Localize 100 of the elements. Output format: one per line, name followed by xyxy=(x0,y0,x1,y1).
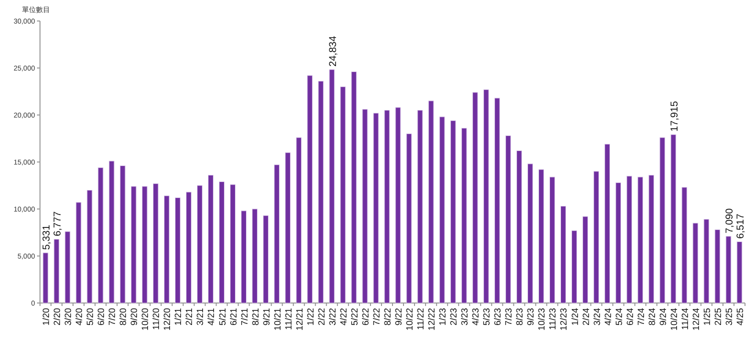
x-tick-label: 2/24 xyxy=(580,308,591,326)
bar xyxy=(274,164,280,304)
x-tick-label: 8/23 xyxy=(514,308,525,326)
bar xyxy=(329,69,335,304)
x-tick-label: 12/22 xyxy=(426,308,437,331)
data-label: 6,777 xyxy=(52,210,64,236)
x-tick-label: 1/25 xyxy=(702,308,712,326)
x-tick-label: 5/24 xyxy=(614,308,624,326)
x-tick-label: 2/22 xyxy=(316,308,326,326)
x-tick-label: 9/20 xyxy=(129,308,140,326)
bar xyxy=(351,72,357,304)
bar xyxy=(285,152,291,304)
x-tick-label: 1/22 xyxy=(305,308,316,326)
x-tick-label: 12/23 xyxy=(558,308,569,331)
data-label: 24,834 xyxy=(328,36,339,67)
data-label: 17,915 xyxy=(669,100,680,132)
bar xyxy=(505,135,511,304)
x-tick-label: 4/21 xyxy=(206,308,216,326)
x-tick-label: 3/22 xyxy=(327,308,338,326)
x-tick-label: 11/23 xyxy=(548,308,558,330)
x-tick-label: 3/23 xyxy=(460,308,470,326)
x-tick-label: 8/24 xyxy=(646,308,657,326)
x-tick-label: 3/20 xyxy=(63,308,74,326)
x-tick-label: 7/21 xyxy=(239,308,250,326)
bar xyxy=(362,109,368,304)
x-tick-label: 6/20 xyxy=(96,308,106,326)
bar xyxy=(263,215,269,304)
x-tick-label: 9/24 xyxy=(658,308,668,326)
x-tick-label: 6/21 xyxy=(228,308,238,326)
bar xyxy=(230,184,236,304)
x-tick-label: 2/23 xyxy=(448,308,459,326)
x-tick-label: 9/22 xyxy=(394,308,404,326)
x-tick-label: 7/22 xyxy=(371,308,382,326)
bar xyxy=(174,197,180,304)
bar xyxy=(660,137,666,304)
x-tick-label: 9/21 xyxy=(261,308,272,326)
x-tick-label: 1/20 xyxy=(41,308,52,326)
x-tick-label: 6/24 xyxy=(624,308,635,326)
x-tick-label: 8/20 xyxy=(118,308,128,326)
bar xyxy=(219,181,224,304)
bar xyxy=(550,176,555,304)
bar xyxy=(318,80,324,304)
bar xyxy=(64,231,70,304)
x-tick-label: 4/23 xyxy=(470,308,481,326)
bar xyxy=(384,110,390,304)
x-tick-label: 11/21 xyxy=(283,308,294,330)
bar xyxy=(296,137,302,304)
bar xyxy=(417,110,423,304)
bar xyxy=(714,229,720,304)
bar xyxy=(76,202,82,304)
bar xyxy=(307,75,313,304)
x-tick-label: 5/23 xyxy=(482,308,492,326)
bar xyxy=(704,219,710,304)
x-tick-label: 4/22 xyxy=(338,308,348,326)
x-tick-label: 2/20 xyxy=(52,308,62,326)
x-tick-label: 9/23 xyxy=(526,308,536,326)
bar xyxy=(616,182,622,304)
x-tick-label: 4/25 xyxy=(734,308,745,326)
x-tick-label: 4/24 xyxy=(602,308,613,326)
x-tick-label: 5/20 xyxy=(85,308,96,326)
bar xyxy=(42,252,48,304)
bar xyxy=(406,134,412,304)
x-tick-label: 11/22 xyxy=(416,308,426,330)
bar xyxy=(186,192,192,304)
bar xyxy=(252,208,258,304)
x-tick-label: 1/24 xyxy=(570,308,580,326)
x-tick-label: 10/21 xyxy=(272,308,282,331)
bar xyxy=(604,144,610,304)
bar xyxy=(648,174,654,304)
bar xyxy=(98,167,104,304)
bar xyxy=(208,174,214,304)
bar xyxy=(54,239,60,304)
bar xyxy=(197,185,202,304)
x-tick-label: 10/20 xyxy=(140,308,150,331)
bar xyxy=(692,222,698,304)
bar xyxy=(572,230,577,304)
bar xyxy=(439,116,445,304)
bar xyxy=(340,86,346,304)
x-tick-label: 12/21 xyxy=(294,308,304,331)
x-tick-label: 2/21 xyxy=(184,308,194,326)
bar xyxy=(152,183,158,304)
x-tick-label: 10/22 xyxy=(404,308,415,331)
bar xyxy=(142,186,148,304)
bar xyxy=(582,216,588,304)
x-tick-label: 8/22 xyxy=(382,308,392,326)
data-label: 7,090 xyxy=(724,208,736,234)
x-tick-label: 1/21 xyxy=(173,308,184,326)
x-tick-label: 12/20 xyxy=(162,308,172,331)
x-tick-label: 8/21 xyxy=(250,308,260,326)
x-tick-label: 12/24 xyxy=(690,308,701,331)
x-tick-label: 3/24 xyxy=(592,308,602,326)
x-tick-label: 3/21 xyxy=(195,308,206,326)
bar xyxy=(626,176,632,304)
bar xyxy=(538,169,544,304)
x-tick-label: 11/24 xyxy=(680,308,690,330)
x-tick-label: 7/20 xyxy=(107,308,118,326)
x-tick-label: 2/25 xyxy=(712,308,723,326)
bar xyxy=(120,166,126,304)
bar xyxy=(373,112,379,304)
bar xyxy=(472,92,478,304)
